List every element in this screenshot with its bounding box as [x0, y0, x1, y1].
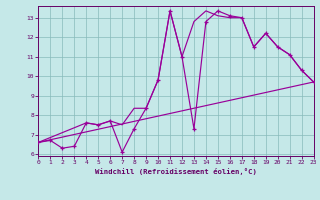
X-axis label: Windchill (Refroidissement éolien,°C): Windchill (Refroidissement éolien,°C)	[95, 168, 257, 175]
